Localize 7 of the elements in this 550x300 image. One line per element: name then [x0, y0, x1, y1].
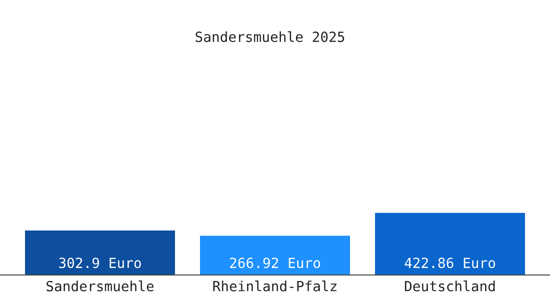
x-tick-label: Sandersmuehle	[46, 280, 154, 292]
chart-title: Sandersmuehle 2025	[196, 31, 344, 42]
data-label: 266.92 Euro	[230, 258, 320, 268]
data-label: 302.9 Euro	[59, 258, 141, 268]
x-tick-label: Rheinland-Pfalz	[213, 280, 336, 292]
data-label: 422.86 Euro	[404, 258, 496, 268]
x-tick-label: Deutschland	[404, 280, 495, 292]
